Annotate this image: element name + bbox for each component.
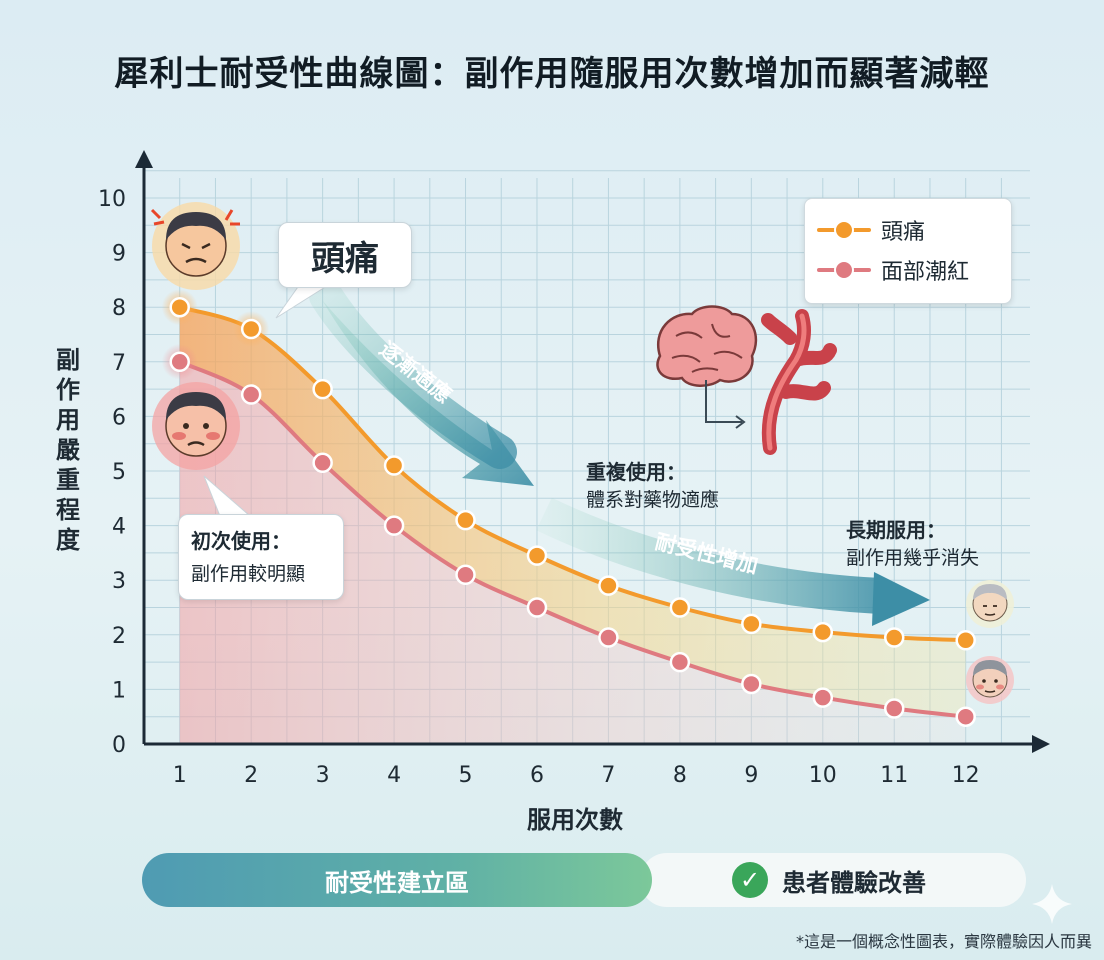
long-term-title: 長期服用： [846,518,946,542]
sparkle-icon [1032,884,1072,924]
data-point-headache [312,378,333,400]
y-tick-label: 2 [112,624,126,649]
legend-label-flush: 面部潮紅 [881,260,970,285]
x-tick-label: 10 [809,763,837,788]
data-point-headache [955,630,976,651]
data-point-headache [240,318,262,340]
legend-item-flush: 面部潮紅 [817,255,969,285]
data-point-flush [812,687,834,708]
data-point-flush [312,452,333,474]
x-tick-label: 12 [952,763,980,788]
chart-axes [135,150,1050,753]
y-tick-label: 9 [112,242,126,267]
legend: 頭痛 面部潮紅 [804,198,1012,304]
x-tick-label: 11 [880,763,908,788]
headache-callout: 頭痛 [278,222,412,288]
y-tick-label: 10 [98,187,126,212]
y-tick-label: 8 [112,296,126,321]
y-tick-label: 3 [112,569,126,594]
check-icon: ✓ [732,862,768,898]
long-term-subtitle: 副作用幾乎消失 [846,547,980,569]
x-axis-arrow-icon [1032,735,1050,753]
data-point-headache [455,509,476,531]
footnote: *這是一個概念性圖表，實際體驗因人而異 [795,932,1092,951]
x-tick-label: 8 [673,763,687,788]
data-point-headache [169,296,190,318]
y-tick-label: 4 [112,515,126,540]
data-point-headache [812,621,834,643]
y-tick-label: 1 [112,678,126,703]
first-use-callout: 初次使用： 副作用較明顯 [178,514,344,600]
x-axis-label: 服用次數 [527,806,623,834]
first-use-title: 初次使用： [191,529,291,553]
long-term-annotation: 長期服用： 副作用幾乎消失 [846,516,979,572]
calm-face-icon [966,656,1014,704]
data-point-headache [741,613,762,635]
headache-area [179,307,966,717]
data-point-headache [383,455,405,476]
data-point-flush [955,706,976,727]
data-point-flush [741,673,762,695]
data-point-headache [598,575,619,596]
y-tick-label: 6 [112,405,126,430]
y-tick-label: 5 [112,460,126,485]
chart-areas [179,307,966,744]
legend-item-headache: 頭痛 [817,215,925,245]
x-tick-label: 9 [744,763,758,788]
x-tick-label: 2 [244,763,258,788]
data-point-headache [526,545,548,566]
data-point-flush [598,627,619,648]
calm-face-icon [966,580,1014,628]
y-tick-label: 0 [112,733,126,758]
data-point-headache [883,627,905,648]
data-point-flush [669,651,691,673]
legend-swatch-flush [817,260,871,280]
flush-area [179,361,966,744]
y-tick-label: 7 [112,351,126,376]
tolerance-zone-banner: 耐受性建立區 [142,853,652,907]
stressed-face-icon [150,202,240,290]
repeat-use-annotation: 重複使用： 體系對藥物適應 [586,458,719,514]
x-tick-label: 5 [459,763,473,788]
legend-label-headache: 頭痛 [881,220,926,245]
patient-experience-label: 患者體驗改善 [782,868,926,897]
data-point-flush [455,564,476,585]
data-point-flush [526,597,548,618]
x-tick-label: 6 [530,763,544,788]
legend-swatch-headache [817,220,871,240]
x-tick-label: 3 [316,763,330,788]
data-point-flush [240,384,262,405]
x-tick-label: 4 [387,763,401,788]
data-point-headache [669,597,691,618]
tolerance-zone-label: 耐受性建立區 [325,868,469,897]
blood-vessel-icon [761,309,837,455]
repeat-use-title: 重複使用： [586,460,686,484]
repeat-use-subtitle: 體系對藥物適應 [586,489,720,511]
data-point-flush [169,351,190,373]
patient-experience-banner: ✓ 患者體驗改善 [640,853,1026,907]
data-point-flush [383,515,405,536]
x-tick-label: 1 [173,763,187,788]
y-axis-arrow-icon [135,150,153,168]
chart-points [161,289,976,727]
page-title: 犀利士耐受性曲線圖：副作用隨服用次數增加而顯著減輕 [114,54,990,94]
x-tick-label: 7 [601,763,615,788]
flushed-face-icon [152,382,240,470]
first-use-subtitle: 副作用較明顯 [191,563,306,585]
data-point-flush [883,698,905,719]
brain-icon [656,305,758,429]
y-axis-label: 副作用嚴重程度 [56,346,80,554]
